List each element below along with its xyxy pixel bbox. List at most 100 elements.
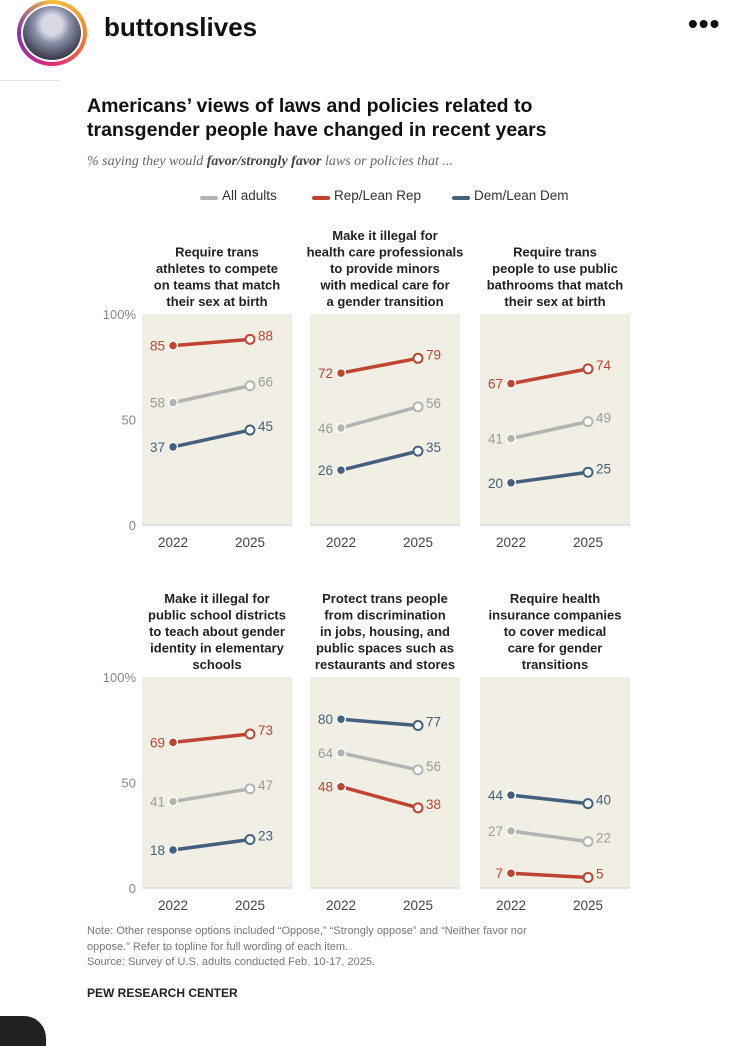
panel-title-line: Make it illegal for (332, 228, 437, 243)
data-label-start: 67 (488, 377, 503, 392)
y-tick-label: 100% (103, 670, 137, 685)
series-line (340, 751, 419, 772)
chart-title-line-2: transgender people have changed in recen… (87, 119, 547, 141)
panel-background (142, 314, 292, 525)
data-label-start: 20 (488, 476, 503, 491)
data-point-end (582, 416, 594, 428)
data-point-end (244, 333, 256, 345)
x-tick-label: 2022 (158, 898, 188, 913)
data-point-end (412, 352, 424, 364)
panel-title-line: Protect trans people (322, 591, 448, 606)
avatar-story-ring[interactable] (17, 0, 87, 66)
legend-label-rep: Rep/Lean Rep (334, 188, 422, 203)
series-line (510, 871, 589, 880)
panel-title-line: insurance companies (489, 608, 622, 623)
panel-title-line: identity in elementary (150, 641, 284, 656)
x-tick-label: 2025 (573, 535, 603, 550)
panel-background (142, 677, 292, 888)
panel-title-line: with medical care for (319, 278, 449, 293)
data-label-start: 41 (488, 431, 503, 446)
series-line (510, 793, 589, 806)
panel-title-line: to cover medical (504, 624, 607, 639)
data-point-start (167, 844, 179, 856)
data-label-end: 73 (258, 723, 273, 738)
x-tick-label: 2025 (235, 535, 265, 550)
chart-note: Note: Other response options included “O… (87, 924, 627, 971)
data-label-end: 22 (596, 831, 611, 846)
username[interactable]: buttonslives (104, 12, 258, 42)
series-line (340, 785, 419, 810)
data-point-start (505, 378, 517, 389)
x-tick-label: 2022 (158, 535, 188, 550)
series-line (510, 367, 589, 386)
data-point-end (412, 445, 424, 457)
data-label-start: 27 (488, 824, 503, 839)
data-point-start (167, 796, 179, 807)
data-point-end (244, 833, 256, 845)
panel-title-line: public spaces such as (316, 641, 454, 656)
data-point-end (412, 802, 424, 814)
series-line (172, 837, 251, 852)
data-label-end: 47 (258, 778, 273, 793)
panel-title-line: health care professionals (307, 245, 464, 260)
data-point-start (335, 464, 347, 476)
panel-title-line: schools (192, 657, 241, 672)
data-point-end (412, 764, 424, 776)
legend-label-dem: Dem/Lean Dem (474, 188, 569, 203)
data-point-end (582, 466, 594, 478)
data-label-start: 48 (318, 780, 333, 795)
panel-title-line: Require trans (513, 245, 597, 260)
data-label-start: 72 (318, 366, 333, 381)
data-point-start (167, 340, 179, 351)
series-line (340, 449, 419, 472)
subtitle-prefix: % saying they would (87, 154, 207, 169)
panel-title-line: Require trans (175, 245, 259, 260)
subtitle-suffix: laws or policies that ... (321, 154, 453, 169)
data-label-end: 56 (426, 396, 441, 411)
data-label-end: 38 (426, 797, 441, 812)
avatar[interactable] (21, 4, 83, 62)
series-line (510, 470, 589, 485)
panel-title-line: in jobs, housing, and (320, 624, 450, 639)
panel-background (480, 314, 630, 525)
panel-title-line: public school districts (148, 608, 286, 623)
panel-title-line: restaurants and stores (315, 657, 455, 672)
y-tick-label: 0 (129, 881, 136, 896)
data-point-end (582, 798, 594, 810)
panel-title-line: their sex at birth (504, 294, 605, 309)
x-tick-label: 2025 (235, 898, 265, 913)
data-point-end (412, 401, 424, 413)
data-label-start: 41 (150, 794, 165, 809)
data-point-start (167, 397, 179, 408)
data-point-start (335, 367, 347, 379)
data-point-start (167, 441, 179, 453)
y-tick-label: 50 (122, 413, 136, 428)
series-line (340, 356, 419, 375)
data-label-start: 26 (318, 463, 333, 478)
more-horizontal-icon[interactable]: ••• (688, 8, 721, 39)
data-label-end: 5 (596, 866, 604, 881)
data-label-end: 45 (258, 419, 273, 434)
data-label-end: 79 (426, 347, 441, 362)
x-tick-label: 2025 (573, 898, 603, 913)
x-tick-label: 2022 (496, 535, 526, 550)
series-line (510, 829, 589, 844)
data-label-end: 74 (596, 358, 612, 373)
data-label-start: 69 (150, 735, 165, 750)
data-label-start: 7 (495, 866, 503, 881)
data-label-end: 25 (596, 461, 611, 476)
panel-title-line: a gender transition (326, 294, 443, 309)
corner-overlay (0, 1016, 46, 1046)
data-point-start (505, 867, 517, 879)
subtitle-bold: favor/strongly favor (206, 154, 322, 169)
series-line (340, 405, 419, 430)
panel-background (480, 677, 630, 888)
data-point-start (335, 781, 347, 792)
data-point-start (505, 825, 517, 837)
data-label-start: 44 (488, 788, 504, 803)
data-label-end: 77 (426, 715, 441, 730)
series-line (172, 732, 251, 745)
panel-title-line: care for gender (508, 641, 603, 656)
y-tick-label: 0 (129, 518, 136, 533)
